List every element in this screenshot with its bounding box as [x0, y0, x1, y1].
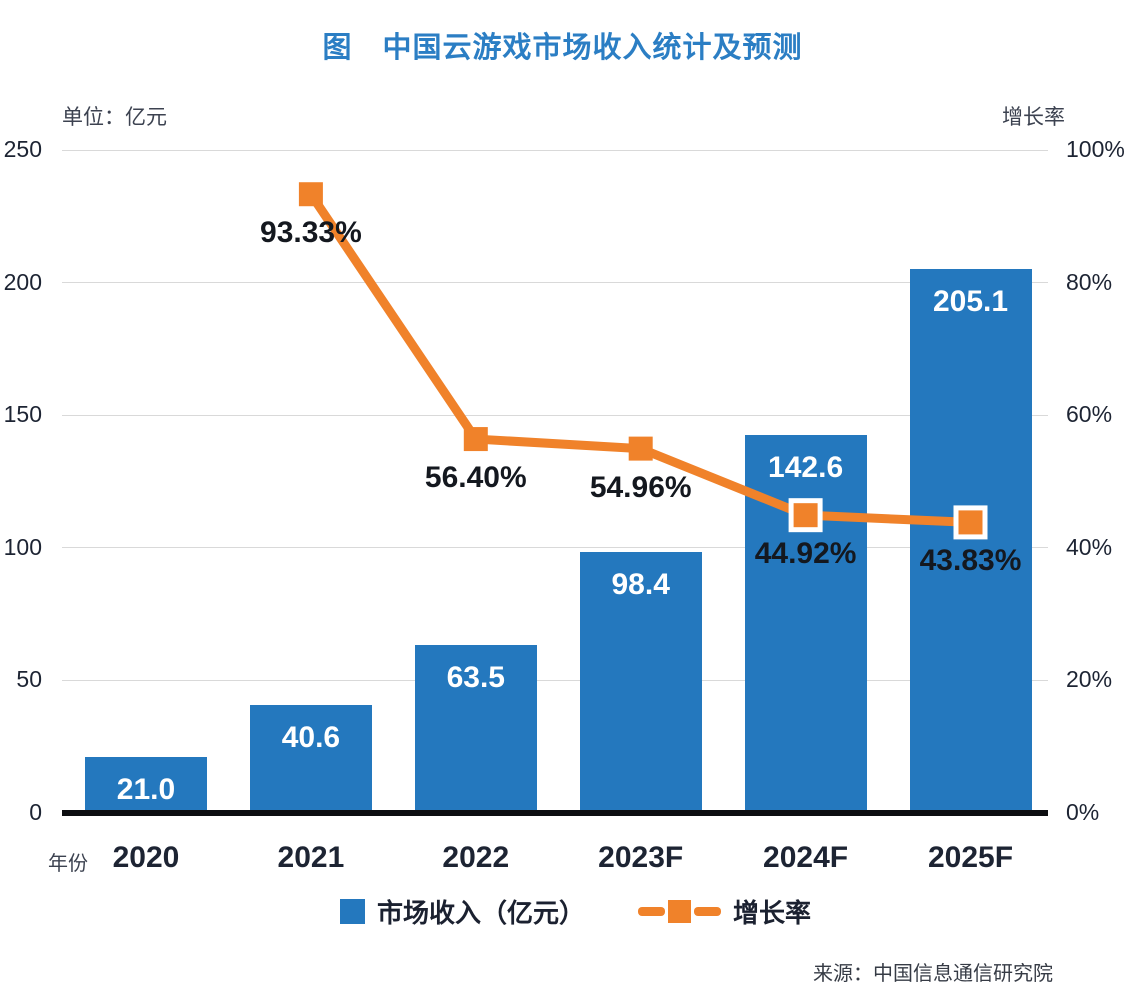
- growth-value-label: 93.33%: [260, 216, 362, 250]
- chart-title: 图 中国云游戏市场收入统计及预测: [322, 32, 803, 64]
- revenue-bar: [85, 757, 207, 813]
- bar-value-label: 98.4: [611, 568, 670, 602]
- growth-value-label: 43.83%: [919, 544, 1022, 578]
- y-axis-tick-left: 150: [3, 401, 42, 428]
- bar-value-label: 142.6: [768, 450, 844, 484]
- x-axis-label: 2021: [277, 841, 345, 874]
- right-axis-unit-label: 增长率: [1002, 106, 1065, 129]
- left-axis-unit-label: 单位：亿元: [62, 106, 167, 129]
- bar-value-label: 63.5: [446, 660, 505, 694]
- y-axis-tick-left: 200: [3, 268, 42, 295]
- gridline: [62, 149, 1048, 151]
- growth-value-label: 54.96%: [589, 470, 692, 504]
- growth-marker: [463, 427, 488, 452]
- growth-value-label: 56.40%: [424, 461, 527, 495]
- x-axis-label: 2023F: [598, 841, 684, 874]
- y-axis-tick-left: 50: [16, 666, 42, 693]
- y-axis-tick-right: 60%: [1066, 401, 1113, 428]
- revenue-bar: [579, 552, 702, 813]
- line-marker-icon: [638, 900, 722, 923]
- bar-value-label: 205.1: [932, 285, 1009, 319]
- legend-label-growth: 增长率: [733, 898, 812, 928]
- revenue-bar: [414, 644, 537, 813]
- legend-item-growth: 增长率: [638, 893, 811, 930]
- y-axis-tick-right: 0%: [1066, 799, 1100, 825]
- bar-value-label: 21.0: [116, 773, 176, 807]
- y-axis-tick-right: 100%: [1066, 136, 1125, 162]
- legend: 市场收入（亿元） 增长率: [340, 893, 811, 930]
- x-axis-caption: 年份: [48, 853, 88, 875]
- y-axis-tick-right: 80%: [1066, 268, 1113, 295]
- legend-label-revenue: 市场收入（亿元）: [377, 898, 586, 928]
- x-axis-label: 2024F: [763, 841, 849, 874]
- bar-value-label: 40.6: [281, 721, 341, 755]
- gridline: [62, 679, 1048, 681]
- y-axis-tick-left: 0: [29, 799, 42, 825]
- growth-marker: [628, 436, 653, 461]
- y-axis-tick-right: 20%: [1066, 666, 1113, 693]
- x-axis-line: [62, 810, 1048, 816]
- x-axis-label: 2020: [112, 841, 180, 874]
- gridline: [62, 414, 1048, 416]
- revenue-bar: [744, 434, 867, 813]
- revenue-bar: [909, 269, 1032, 813]
- bar-swatch-icon: [340, 899, 365, 924]
- x-axis-label: 2025F: [927, 841, 1014, 874]
- legend-item-revenue: 市场收入（亿元）: [340, 893, 585, 930]
- gridline: [62, 547, 1048, 549]
- x-axis-label: 2022: [442, 841, 510, 874]
- source-credit: 来源：中国信息通信研究院: [813, 963, 1053, 985]
- growth-marker: [298, 182, 323, 207]
- growth-value-label: 44.92%: [754, 537, 857, 571]
- revenue-bar: [249, 705, 372, 813]
- gridline: [62, 282, 1048, 284]
- y-axis-tick-left: 250: [3, 136, 42, 162]
- y-axis-tick-left: 100: [3, 533, 42, 560]
- y-axis-tick-right: 40%: [1066, 533, 1113, 560]
